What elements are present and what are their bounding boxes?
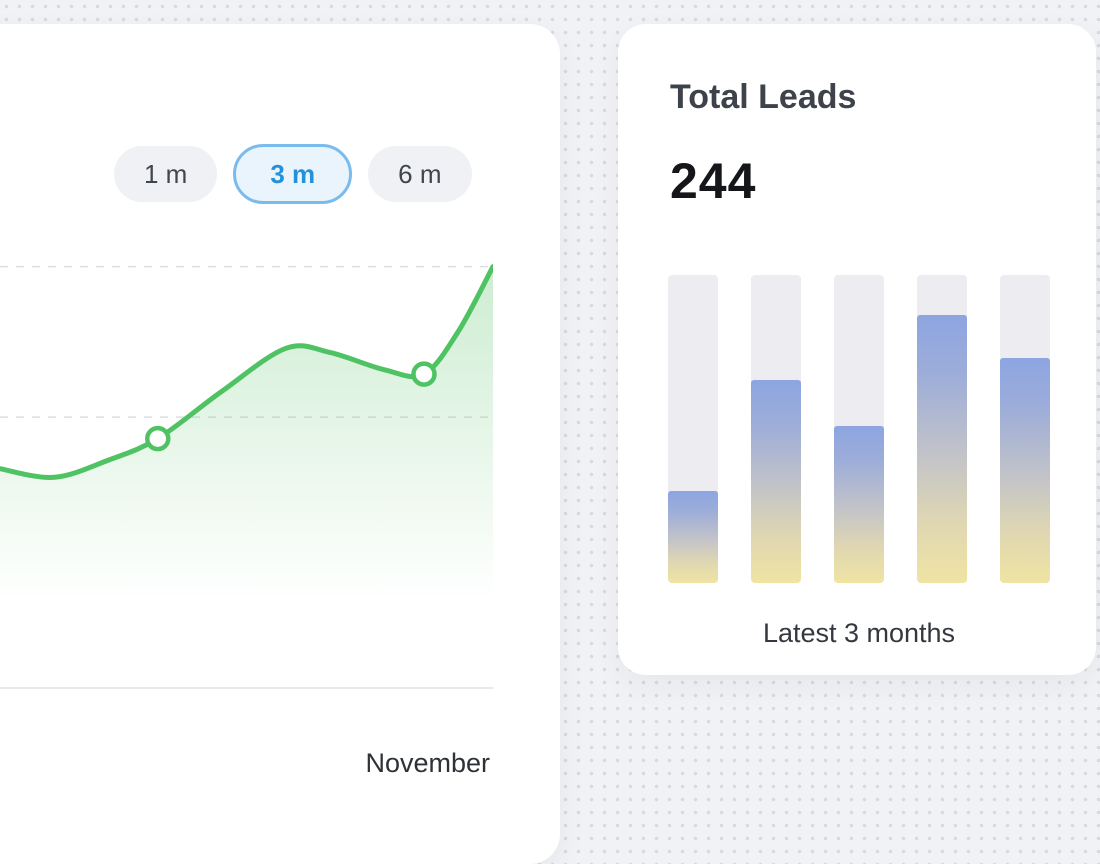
leads-trend-chart [0, 264, 493, 689]
total-leads-card: Total Leads 244 Latest 3 months [618, 24, 1096, 675]
area-fill [0, 266, 493, 688]
total-leads-bar-chart [668, 275, 1050, 583]
bar-track [751, 275, 801, 583]
bar-fill [834, 425, 884, 583]
bar-track [917, 275, 967, 583]
card-title: Total Leads [670, 78, 857, 116]
x-axis-label: November [365, 748, 490, 778]
bar-track [1000, 275, 1050, 583]
range-3m-button[interactable]: 3 m [233, 144, 353, 204]
data-point-marker[interactable] [145, 425, 171, 452]
leads-trend-card: 1 m 3 m 6 m November [0, 24, 560, 864]
time-range-selector: 1 m 3 m 6 m [114, 144, 472, 204]
bar-track [668, 275, 718, 583]
bar-fill [1000, 358, 1050, 583]
chart-caption: Latest 3 months [762, 618, 956, 648]
data-point-marker[interactable] [411, 361, 437, 387]
range-1m-button[interactable]: 1 m [114, 146, 218, 202]
bar-fill [917, 315, 967, 583]
bar-fill [668, 490, 718, 583]
bar-fill [751, 379, 801, 583]
total-leads-value: 244 [670, 153, 757, 209]
bar-track [834, 275, 884, 583]
trend-line [0, 264, 493, 480]
range-6m-button[interactable]: 6 m [368, 146, 472, 202]
